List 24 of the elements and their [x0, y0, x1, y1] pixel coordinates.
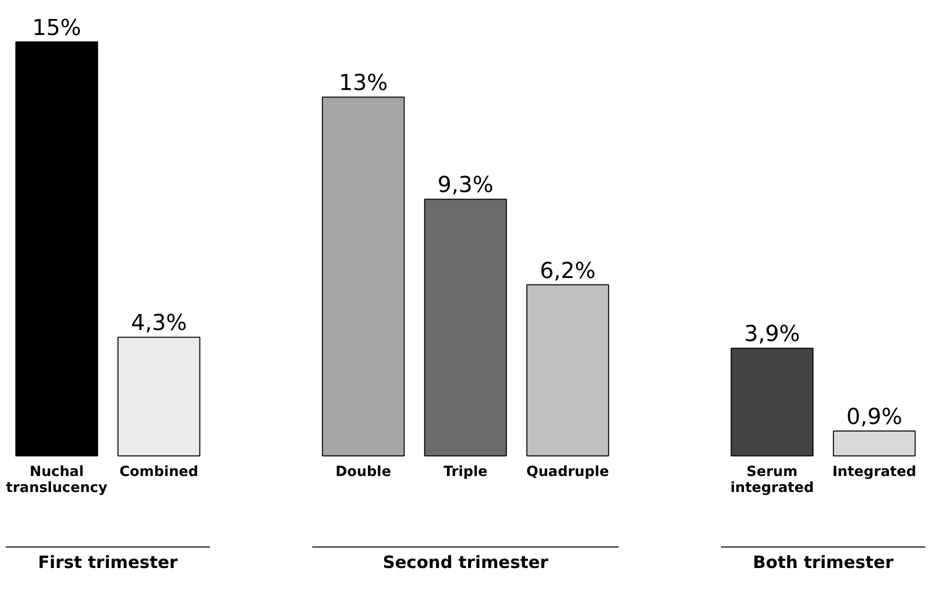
bar — [526, 284, 610, 456]
x-tick-label: Combined — [120, 464, 198, 480]
x-tick-label: Serum integrated — [730, 464, 814, 496]
bar — [424, 198, 507, 456]
bar — [15, 41, 98, 456]
data-label: 9,3% — [438, 173, 494, 198]
data-label: 4,3% — [130, 311, 187, 336]
data-label: 15% — [32, 16, 82, 41]
data-label: 6,2% — [540, 258, 596, 284]
x-tick-label: Quadruple — [526, 464, 609, 480]
data-label: 0,9% — [846, 405, 902, 430]
x-tick-label: Nuchal translucency — [6, 464, 108, 496]
bar — [832, 430, 916, 456]
x-tick-label: Double — [336, 464, 392, 480]
text: First trimester — [38, 552, 178, 573]
text: Both trimester — [752, 552, 894, 573]
data-label: 13% — [338, 71, 388, 96]
x-tick-label: Triple — [443, 464, 488, 480]
bar — [118, 336, 200, 456]
data-label: 3,9% — [744, 322, 800, 348]
text: Second trimester — [382, 552, 549, 573]
bar — [322, 96, 405, 456]
bar — [730, 348, 814, 456]
x-tick-label: Integrated — [832, 464, 916, 480]
